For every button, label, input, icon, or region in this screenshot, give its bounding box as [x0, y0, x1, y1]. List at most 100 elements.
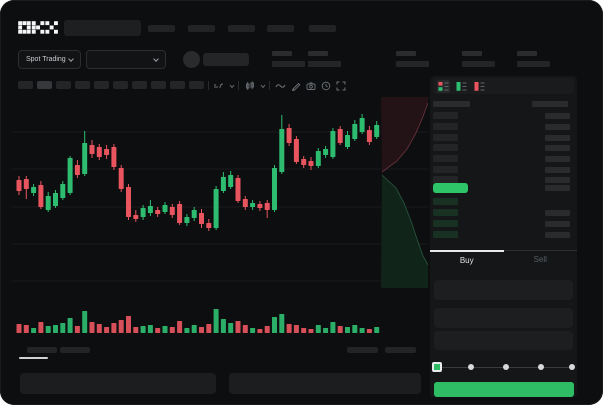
volume-bar	[286, 324, 292, 333]
ask-price-placeholder[interactable]	[433, 144, 458, 151]
bottom-tab-underline	[19, 357, 48, 359]
candle-body	[147, 206, 153, 213]
coin-icon	[183, 51, 200, 68]
ask-price-placeholder[interactable]	[433, 155, 458, 162]
spot-trading-dropdown[interactable]: Spot Trading	[18, 50, 81, 69]
bottom-action-pill[interactable]	[347, 347, 378, 353]
volume-bar	[184, 328, 190, 333]
volume-bar	[272, 317, 277, 333]
interval-display-icon[interactable]	[213, 80, 224, 91]
last-price-bar[interactable]	[433, 183, 468, 193]
bid-amount-placeholder	[545, 221, 570, 227]
ask-amount-placeholder	[545, 113, 570, 119]
ask-amount-placeholder	[545, 124, 570, 130]
timeframe-pill[interactable]	[189, 81, 204, 89]
fullscreen-icon[interactable]	[335, 80, 346, 91]
timeframe-pill[interactable]	[170, 81, 185, 89]
ask-price-placeholder[interactable]	[433, 123, 458, 130]
ticker-stat	[308, 51, 342, 67]
volume-bar	[366, 329, 372, 333]
candle-body	[242, 199, 248, 207]
volume-bar	[345, 327, 350, 333]
nav-item[interactable]	[188, 25, 215, 32]
bid-price-placeholder[interactable]	[433, 220, 458, 227]
volume-bar	[126, 316, 131, 333]
draw-tool-icon[interactable]	[290, 80, 301, 91]
candle-body	[206, 223, 212, 228]
candle-body	[250, 203, 256, 207]
bottom-tab[interactable]	[60, 347, 90, 353]
search-input[interactable]	[64, 20, 141, 36]
bid-price-placeholder[interactable]	[433, 209, 458, 216]
nav-item[interactable]	[267, 25, 294, 32]
bid-price-placeholder[interactable]	[433, 231, 458, 238]
amount-input[interactable]	[434, 308, 573, 328]
settings-clock-icon[interactable]	[320, 80, 331, 91]
buy-tab-label: Buy	[459, 255, 474, 265]
slider-step-dot[interactable]	[569, 364, 575, 370]
chart-type-icon[interactable]	[244, 80, 255, 91]
ask-amount-placeholder	[545, 177, 570, 183]
candlestick-chart[interactable]	[10, 95, 428, 345]
candle-body	[104, 149, 110, 155]
nav-item[interactable]	[148, 25, 175, 32]
volume-bar	[133, 327, 139, 333]
timeframe-pill[interactable]	[56, 81, 71, 89]
volume-bar	[104, 327, 110, 333]
bid-price-placeholder[interactable]	[433, 198, 458, 205]
candle-body	[96, 147, 102, 157]
volume-bar	[279, 314, 285, 333]
candle-body	[315, 151, 321, 166]
volume-bar	[118, 320, 124, 333]
pair-selector-dropdown[interactable]	[86, 50, 166, 69]
total-input[interactable]	[434, 331, 573, 350]
candle-body	[199, 213, 204, 224]
candle-body	[286, 128, 292, 143]
slider-step-dot[interactable]	[468, 364, 474, 370]
book-view-bids-toggle[interactable]	[455, 80, 468, 93]
amount-slider-handle[interactable]	[432, 362, 442, 372]
bottom-action-pill[interactable]	[385, 347, 416, 353]
candle-body	[279, 129, 285, 172]
book-view-asks-toggle[interactable]	[473, 80, 486, 93]
timeframe-pill[interactable]	[75, 81, 90, 89]
okx-logo	[18, 21, 58, 34]
candle-body	[23, 179, 29, 189]
chevron-down-icon[interactable]	[257, 80, 268, 91]
volume-bar	[82, 311, 88, 333]
slider-step-dot[interactable]	[503, 364, 509, 370]
book-view-combined-toggle[interactable]	[437, 79, 450, 93]
timeframe-pill[interactable]	[94, 81, 109, 89]
candle-body	[308, 161, 314, 166]
tab-buy[interactable]: Buy	[430, 250, 504, 268]
volume-bar	[301, 328, 307, 333]
volume-bar	[374, 327, 380, 333]
timeframe-pill[interactable]	[113, 81, 128, 89]
nav-item[interactable]	[228, 25, 255, 32]
ask-price-placeholder[interactable]	[433, 112, 458, 119]
candle-body	[257, 204, 263, 208]
timeframe-pill[interactable]	[37, 81, 52, 89]
buy-button[interactable]	[434, 382, 574, 397]
volume-bar	[337, 326, 343, 333]
slider-step-dot[interactable]	[538, 364, 544, 370]
order-book-view-toolbar	[433, 78, 574, 94]
ask-price-placeholder[interactable]	[433, 166, 458, 173]
candle-body	[162, 205, 168, 212]
ticker-stat	[462, 51, 496, 67]
line-tool-icon[interactable]	[275, 80, 286, 91]
candle-body	[133, 215, 139, 219]
camera-icon[interactable]	[305, 80, 316, 91]
bottom-panel-placeholder	[229, 373, 421, 394]
ask-price-placeholder[interactable]	[433, 134, 458, 141]
timeframe-pill[interactable]	[132, 81, 147, 89]
nav-item[interactable]	[309, 25, 336, 32]
timeframe-pill[interactable]	[151, 81, 166, 89]
volume-bar	[315, 325, 321, 333]
bottom-tab-active[interactable]	[27, 347, 57, 353]
ask-price-placeholder[interactable]	[433, 176, 458, 183]
chevron-down-icon[interactable]	[226, 80, 237, 91]
price-input[interactable]	[434, 280, 573, 300]
timeframe-pill[interactable]	[18, 81, 33, 89]
tab-sell[interactable]: Sell	[503, 250, 577, 268]
